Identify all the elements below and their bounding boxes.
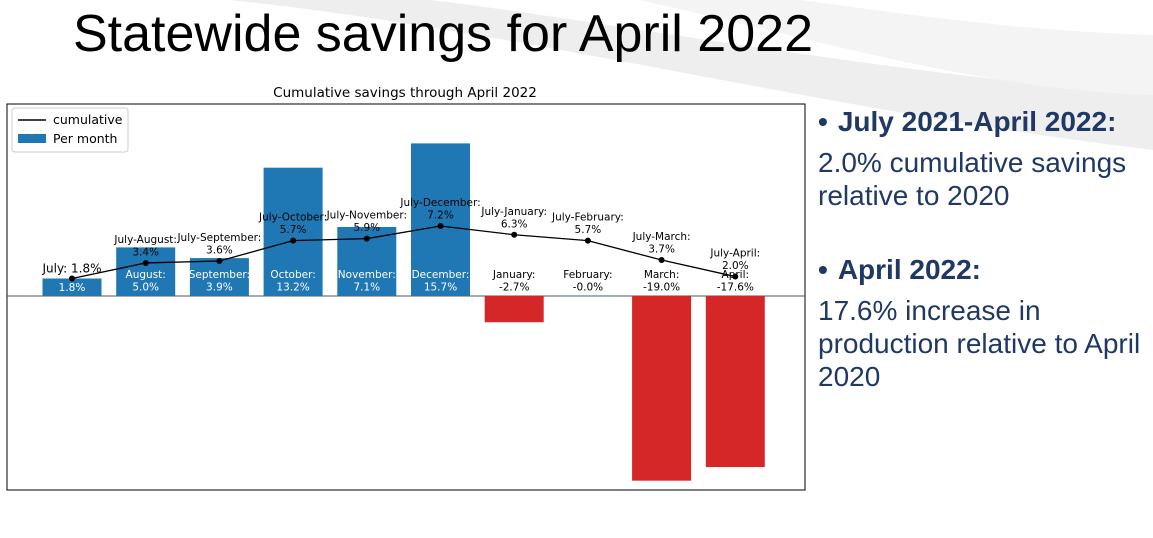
cumulative-label-april: July-April: 2.0% bbox=[709, 248, 760, 273]
legend-label-per-month: Per month bbox=[53, 131, 117, 146]
cumulative-point-october bbox=[290, 237, 297, 244]
cumulative-point-march bbox=[658, 257, 665, 264]
bar-label-august: August: 5.0% bbox=[126, 269, 166, 294]
legend-bar-swatch bbox=[18, 134, 46, 143]
bars-group bbox=[42, 143, 765, 481]
bar-july bbox=[42, 278, 102, 296]
cumulative-point-september bbox=[216, 258, 223, 265]
bar-labels-group: 1.8% August: 5.0% September: 3.9% October: 13.… bbox=[59, 269, 754, 294]
bullet-dot-icon: • bbox=[818, 106, 828, 137]
cumulative-point-november bbox=[363, 235, 370, 242]
bullet-1-heading-text: July 2021-April 2022: bbox=[837, 106, 1117, 137]
chart-title: Cumulative savings through April 2022 bbox=[273, 85, 537, 101]
bar-september bbox=[189, 258, 249, 296]
savings-chart: Cumulative savings through April 2022 1.… bbox=[6, 85, 806, 491]
bar-december bbox=[411, 143, 470, 296]
bullet-1-heading: • July 2021-April 2022: bbox=[818, 104, 1153, 140]
bar-label-november: November: 7.1% bbox=[338, 269, 396, 294]
bar-label-july: 1.8% bbox=[59, 282, 86, 294]
cumulative-point-april bbox=[732, 273, 739, 280]
cumulative-label-september: July-September: 3.6% bbox=[176, 232, 261, 257]
bullet-2: • April 2022: 17.6% increase in productio… bbox=[818, 252, 1153, 393]
bullet-1-text: 2.0% cumulative savings relative to 2020 bbox=[818, 147, 1127, 211]
bullet-2-heading: • April 2022: bbox=[818, 252, 1153, 288]
bullet-2-heading-text: April 2022: bbox=[837, 254, 981, 285]
bar-april bbox=[705, 296, 765, 468]
cumulative-label-december: July-December: 7.2% bbox=[399, 197, 480, 222]
bullet-2-text: 17.6% increase in production relative to… bbox=[818, 295, 1141, 392]
cumulative-label-november: July-November: 5.9% bbox=[326, 210, 407, 235]
cumulative-label-october: July-October: 5.7% bbox=[258, 212, 327, 237]
bar-october bbox=[263, 167, 323, 296]
slide-title: Statewide savings for April 2022 bbox=[73, 5, 813, 63]
bar-label-january: January: -2.7% bbox=[492, 269, 536, 294]
bullet-1: • July 2021-April 2022: 2.0% cumulative s… bbox=[818, 104, 1153, 212]
cumulative-label-march: July-March: 3.7% bbox=[632, 231, 691, 256]
cumulative-point-february bbox=[584, 237, 591, 244]
bar-january bbox=[484, 296, 544, 323]
legend: cumulative Per month bbox=[11, 107, 129, 153]
cumulative-label-july: July: 1.8% bbox=[41, 262, 101, 276]
cumulative-labels-group: July: 1.8% July-August: 3.4%July-September… bbox=[41, 197, 760, 275]
cumulative-label-january: July-January: 6.3% bbox=[480, 206, 547, 231]
cumulative-label-august: July-August: 3.4% bbox=[113, 234, 177, 259]
bar-label-march: March: -19.0% bbox=[643, 269, 680, 294]
bullet-dot-icon: • bbox=[818, 254, 828, 285]
cumulative-point-january bbox=[511, 231, 518, 238]
bullet-panel: • July 2021-April 2022: 2.0% cumulative s… bbox=[818, 104, 1153, 393]
bar-label-october: October: 13.2% bbox=[270, 269, 315, 294]
bar-label-april: April:-17.6% bbox=[717, 269, 754, 294]
bar-label-september: September: 3.9% bbox=[189, 269, 250, 294]
bar-february bbox=[558, 296, 618, 297]
cumulative-label-february: July-February: 5.7% bbox=[551, 212, 624, 237]
cumulative-line bbox=[71, 225, 736, 280]
cumulative-point-august bbox=[142, 259, 149, 266]
cumulative-point-december bbox=[437, 223, 444, 230]
bar-label-december: December: 15.7% bbox=[412, 269, 470, 294]
bar-august bbox=[116, 247, 176, 296]
legend-label-cumulative: cumulative bbox=[53, 112, 123, 127]
cumulative-point-july bbox=[69, 275, 75, 282]
bar-label-february: February: -0.0% bbox=[563, 269, 612, 294]
cumulative-points-group bbox=[69, 223, 739, 282]
bar-march bbox=[632, 296, 692, 481]
